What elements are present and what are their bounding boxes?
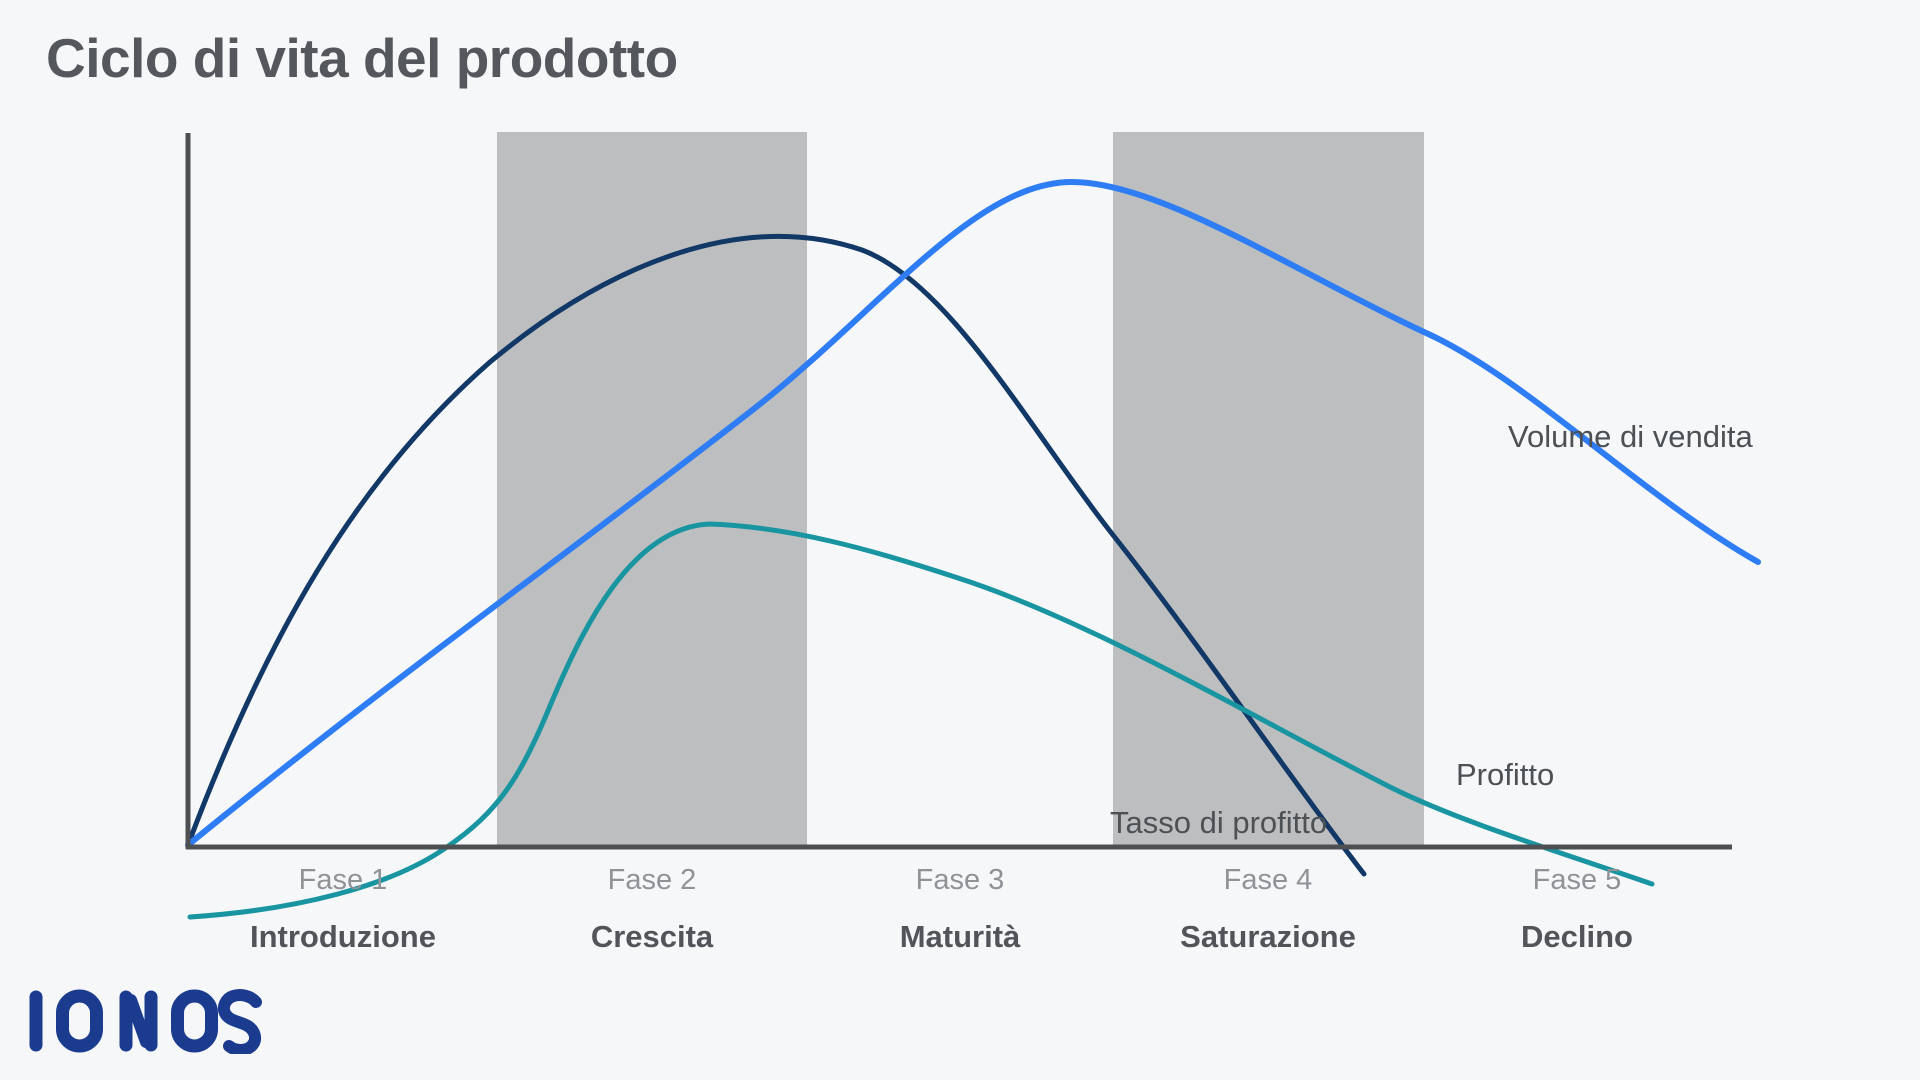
curve-volume-di-vendita (185, 178, 1761, 848)
profit-rate-curve-label: Tasso di profitto (1110, 805, 1328, 840)
volume-curve-label: Volume di vendita (1508, 419, 1753, 454)
logo-letter-o1 (56, 989, 103, 1053)
curve-tasso-di-profitto (185, 233, 1367, 877)
ionos-logo (29, 989, 262, 1054)
phase-name-declino: Declino (1521, 919, 1633, 954)
profit-curve-label: Profitto (1456, 757, 1555, 792)
fase-2-label: Fase 2 (607, 864, 697, 896)
fase-5-label: Fase 5 (1532, 864, 1622, 896)
phase-name-introduzione: Introduzione (250, 919, 436, 954)
fase-3-label: Fase 3 (915, 864, 1005, 896)
phase-name-maturita: Maturità (899, 919, 1021, 954)
curve-profitto (187, 521, 1655, 920)
page-title: Ciclo di vita del prodotto (46, 27, 678, 89)
fase-4-label: Fase 4 (1223, 864, 1313, 896)
logo-letter-n-diagonal (125, 994, 152, 1048)
phase-name-saturazione: Saturazione (1180, 919, 1356, 954)
logo-letter-o2 (171, 989, 218, 1053)
logo-letter-s (217, 989, 262, 1054)
band-fase-4 (1113, 132, 1424, 847)
ionos-letters (29, 989, 262, 1054)
phase-name-crescita: Crescita (590, 919, 714, 954)
fase-1-label: Fase 1 (298, 864, 388, 896)
